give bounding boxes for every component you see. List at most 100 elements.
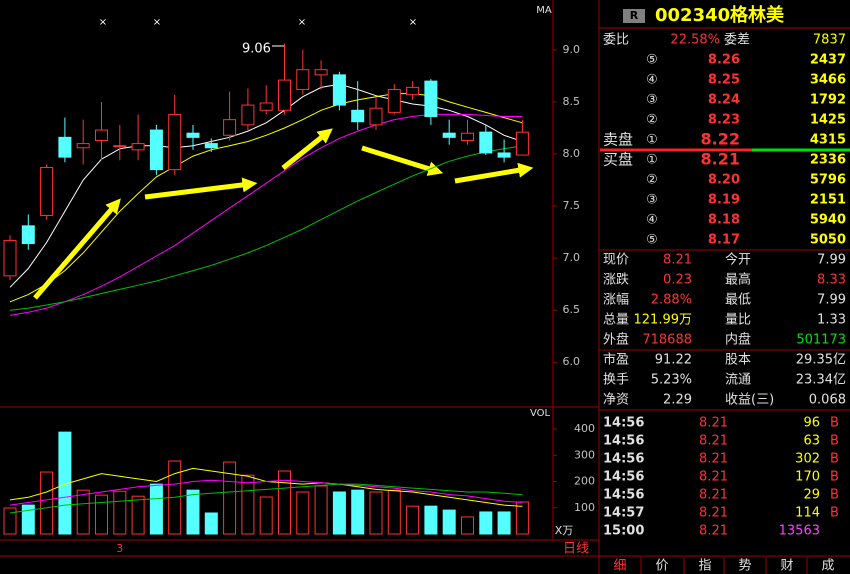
stat-value: 23.34亿 <box>796 373 846 388</box>
stat-label: 内盘 <box>725 332 751 348</box>
book-volume: 2437 <box>810 53 846 68</box>
trade-volume: 170 <box>795 470 820 485</box>
candle-body <box>259 102 273 111</box>
volume-bar <box>21 504 35 535</box>
volume-bar <box>387 489 401 535</box>
candle-body <box>497 152 511 158</box>
book-volume: 2151 <box>810 193 846 208</box>
marker: × <box>298 17 306 28</box>
stat-label: 流通 <box>725 373 751 388</box>
stat-value: 121.99万 <box>634 313 693 328</box>
y-tick-label: 9.0 <box>563 43 581 56</box>
period-tab[interactable]: 日线 <box>563 542 589 557</box>
y-tick-label: 7.0 <box>563 251 581 264</box>
volume-unit: X万 <box>555 524 574 537</box>
stat-label: 净资 <box>603 393 629 408</box>
volume-bar <box>58 431 72 535</box>
stat-value: 1.33 <box>817 313 846 328</box>
y-tick-label: 300 <box>574 448 595 461</box>
stat-label: 最高 <box>725 272 751 288</box>
price-pane-label: MA <box>536 5 552 16</box>
ma-line <box>9 479 523 506</box>
trade-price: 8.21 <box>699 488 728 503</box>
y-tick-label: 6.0 <box>563 355 581 368</box>
candle-body <box>204 143 218 149</box>
candle-body <box>186 132 200 138</box>
trade-price: 8.21 <box>699 452 728 467</box>
book-price: 8.21 <box>701 150 740 169</box>
candle-body <box>131 143 145 151</box>
volume-bar <box>113 490 127 535</box>
stock-code: 002340 <box>655 5 730 26</box>
volume-bar <box>461 516 474 535</box>
badge-bg <box>623 9 645 23</box>
book-volume: 4315 <box>810 133 846 148</box>
arrow <box>144 177 258 200</box>
book-price: 8.20 <box>708 173 740 188</box>
summary-label: 委差 <box>724 33 750 48</box>
candle-body <box>95 129 108 141</box>
stat-value: 29.35亿 <box>796 353 846 368</box>
candle-body <box>351 109 365 123</box>
stat-value: 8.33 <box>817 273 846 288</box>
trade-volume: 302 <box>795 452 820 467</box>
book-level: ③ <box>646 93 658 108</box>
high-label: 9.06 <box>242 42 271 57</box>
trade-time: 14:57 <box>603 506 644 521</box>
book-volume: 5796 <box>810 173 846 188</box>
tab[interactable]: 指 <box>698 559 711 574</box>
tab[interactable]: 财 <box>780 559 793 574</box>
book-volume: 2336 <box>810 153 846 168</box>
book-level: ① <box>646 153 658 168</box>
stat-label: 涨幅 <box>603 293 629 308</box>
tab[interactable]: 势 <box>738 558 751 574</box>
x-tick-label: 3 <box>116 542 123 555</box>
volume-bar <box>3 507 17 535</box>
candle-body <box>461 132 474 141</box>
volume-bar <box>223 461 237 535</box>
marker: × <box>99 17 107 28</box>
volume-bar <box>149 483 163 535</box>
summary-value: 22.58% <box>670 33 720 48</box>
tab[interactable]: 细 <box>613 559 626 574</box>
stat-label: 换手 <box>603 373 629 388</box>
arrow <box>361 145 444 176</box>
stat-value: 8.21 <box>663 253 692 268</box>
y-tick-label: 6.5 <box>563 303 581 316</box>
stat-label: 股本 <box>725 353 751 368</box>
candle-body <box>21 225 35 245</box>
trade-volume: 96 <box>803 416 820 431</box>
tab[interactable]: 价 <box>655 559 668 574</box>
volume-bar <box>259 496 273 535</box>
tab[interactable]: 成 <box>821 559 834 574</box>
book-price: 8.18 <box>708 213 740 228</box>
stock-name: 格林美 <box>730 4 784 26</box>
stat-value: 0.23 <box>663 273 692 288</box>
book-volume: 1792 <box>810 93 846 108</box>
volume-bar <box>442 509 456 535</box>
marker: × <box>153 17 161 28</box>
stat-label: 市盈 <box>603 352 629 368</box>
book-volume: 5050 <box>810 233 846 248</box>
y-tick-label: 100 <box>574 501 595 514</box>
book-price: 8.17 <box>708 233 740 248</box>
candle-body <box>406 86 420 96</box>
y-tick-label: 8.0 <box>563 147 581 160</box>
book-level: ② <box>646 113 658 128</box>
book-volume: 3466 <box>810 73 846 88</box>
volume-bar <box>76 489 90 535</box>
stat-value: 2.88% <box>651 293 692 308</box>
candle-body <box>387 88 401 113</box>
book-price: 8.24 <box>708 93 740 108</box>
book-volume: 1425 <box>810 113 846 128</box>
candle-body <box>241 104 255 126</box>
stat-label: 涨跌 <box>603 272 629 288</box>
candle-body <box>424 80 438 118</box>
volume-bar <box>479 511 493 535</box>
volume-bar <box>424 505 438 535</box>
candle-body <box>168 113 182 171</box>
stat-value: 5.23% <box>651 373 692 388</box>
volume-bar <box>95 494 108 535</box>
arrow <box>281 128 333 170</box>
trade-time: 14:56 <box>603 416 644 431</box>
